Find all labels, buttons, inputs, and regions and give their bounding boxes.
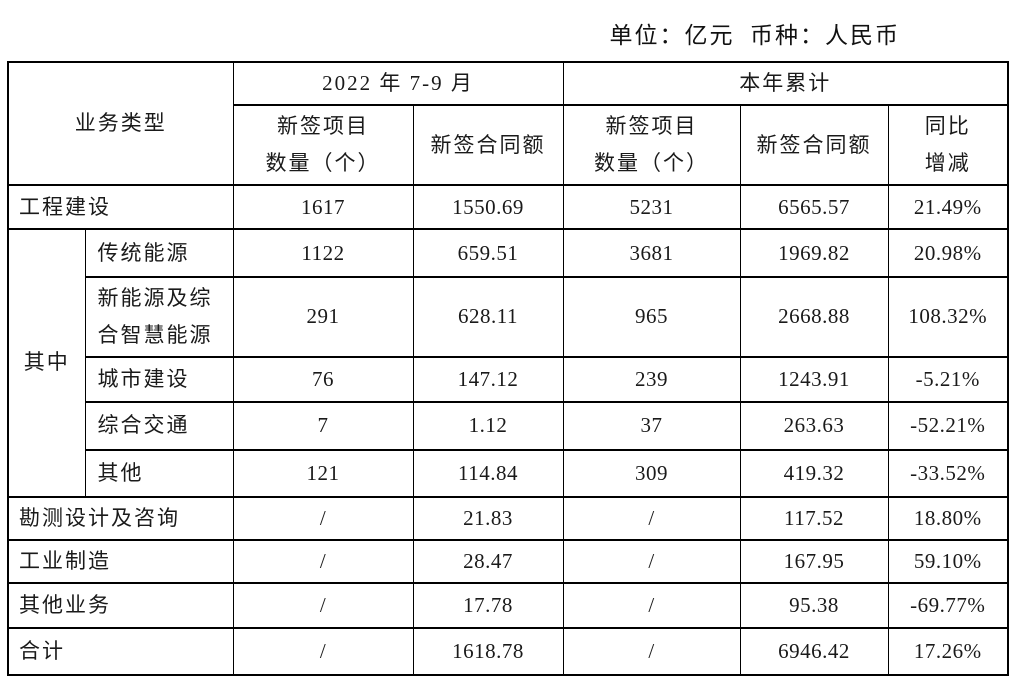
table-row-industrial-manufacturing: 工业制造 / 28.47 / 167.95 59.10% — [7, 538, 1009, 584]
yoy-cell: -52.21% — [887, 400, 1009, 451]
ytd-count-cell: 3681 — [562, 228, 741, 278]
q3-count-cell: 1617 — [232, 184, 414, 230]
group-label-qizhong: 其中 — [7, 228, 86, 498]
row-label: 其他 — [84, 448, 234, 498]
q3-amount-cell: 1550.69 — [412, 184, 564, 230]
ytd-amount-cell: 2668.88 — [739, 276, 889, 358]
q3-amount-cell: 1.12 — [412, 400, 564, 451]
table-row-new-energy: 新能源及综合智慧能源 291 628.11 965 2668.88 108.32… — [8, 276, 1009, 358]
row-label-total: 合计 — [7, 626, 234, 676]
ytd-amount-cell: 6565.57 — [739, 184, 889, 230]
table-row-urban-construction: 城市建设 76 147.12 239 1243.91 -5.21% — [8, 355, 1009, 403]
new-contracts-table: 业务类型 2022 年 7-9 月 本年累计 新签项目 数量（个） 新签合同额 … — [7, 61, 1010, 676]
ytd-amount-cell: 167.95 — [739, 538, 889, 584]
q3-count-cell: / — [232, 581, 414, 629]
row-label: 综合交通 — [84, 400, 234, 451]
q3-amount-cell: 21.83 — [412, 495, 564, 541]
header-yoy-change: 同比 增减 — [887, 104, 1009, 186]
ytd-count-cell: 309 — [562, 448, 741, 498]
yoy-cell: 18.80% — [887, 495, 1009, 541]
ytd-count-cell: / — [562, 626, 741, 676]
row-label: 勘测设计及咨询 — [7, 495, 234, 541]
ytd-count-cell: / — [562, 495, 741, 541]
q3-count-cell: 121 — [232, 448, 414, 498]
yoy-cell: 20.98% — [887, 228, 1009, 278]
header-period-q3: 2022 年 7-9 月 — [232, 61, 564, 106]
q3-count-cell: 1122 — [232, 228, 414, 278]
yoy-cell: -5.21% — [887, 355, 1009, 403]
ytd-count-cell: 239 — [562, 355, 741, 403]
header-q3-project-count: 新签项目 数量（个） — [232, 104, 414, 186]
yoy-cell: 17.26% — [887, 626, 1009, 676]
header-row-metrics: 新签项目 数量（个） 新签合同额 新签项目 数量（个） 新签合同额 同比 增减 — [8, 104, 1009, 186]
row-label: 传统能源 — [84, 228, 234, 278]
table-row-survey-design: 勘测设计及咨询 / 21.83 / 117.52 18.80% — [7, 495, 1009, 541]
q3-amount-cell: 659.51 — [412, 228, 564, 278]
ytd-count-cell: 37 — [562, 400, 741, 451]
row-label: 新能源及综合智慧能源 — [84, 276, 234, 358]
unit-currency-caption: 单位：亿元 币种：人民币 — [609, 23, 900, 48]
q3-amount-cell: 1618.78 — [412, 626, 564, 676]
yoy-cell: 108.32% — [887, 276, 1009, 358]
header-period-ytd: 本年累计 — [562, 61, 1009, 106]
q3-amount-cell: 28.47 — [412, 538, 564, 584]
yoy-cell: 59.10% — [887, 538, 1009, 584]
ytd-amount-cell: 419.32 — [739, 448, 889, 498]
q3-count-cell: / — [232, 626, 414, 676]
ytd-amount-cell: 117.52 — [739, 495, 889, 541]
q3-count-cell: 76 — [232, 355, 414, 403]
row-label: 城市建设 — [84, 355, 234, 403]
table-row-engineering: 工程建设 1617 1550.69 5231 6565.57 21.49% — [7, 184, 1009, 230]
yoy-cell: -69.77% — [887, 581, 1009, 629]
table-row-other-business: 其他业务 / 17.78 / 95.38 -69.77% — [7, 581, 1009, 629]
yoy-cell: 21.49% — [887, 184, 1009, 230]
ytd-amount-cell: 6946.42 — [739, 626, 889, 676]
row-label: 工程建设 — [7, 184, 234, 230]
ytd-amount-cell: 1243.91 — [739, 355, 889, 403]
ytd-count-cell: / — [562, 538, 741, 584]
ytd-amount-cell: 95.38 — [739, 581, 889, 629]
table-row-total: 合计 / 1618.78 / 6946.42 17.26% — [7, 626, 1009, 676]
table-row-integrated-transport: 综合交通 7 1.12 37 263.63 -52.21% — [8, 400, 1009, 451]
q3-amount-cell: 17.78 — [412, 581, 564, 629]
row-label: 工业制造 — [7, 538, 234, 584]
q3-count-cell: / — [232, 538, 414, 584]
q3-amount-cell: 147.12 — [412, 355, 564, 403]
q3-count-cell: 291 — [232, 276, 414, 358]
header-row-periods: 业务类型 2022 年 7-9 月 本年累计 — [7, 61, 1009, 186]
q3-count-cell: 7 — [232, 400, 414, 451]
q3-count-cell: / — [232, 495, 414, 541]
yoy-cell: -33.52% — [887, 448, 1009, 498]
ytd-amount-cell: 263.63 — [739, 400, 889, 451]
header-q3-contract-amount: 新签合同额 — [412, 104, 564, 186]
q3-amount-cell: 114.84 — [412, 448, 564, 498]
header-ytd-contract-amount: 新签合同额 — [739, 104, 889, 186]
q3-amount-cell: 628.11 — [412, 276, 564, 358]
ytd-amount-cell: 1969.82 — [739, 228, 889, 278]
table-row-other-sub: 其他 121 114.84 309 419.32 -33.52% — [8, 448, 1009, 498]
table-row-traditional-energy: 其中 传统能源 1122 659.51 3681 1969.82 20.98% — [7, 228, 1009, 498]
header-ytd-project-count: 新签项目 数量（个） — [562, 104, 741, 186]
ytd-count-cell: / — [562, 581, 741, 629]
row-label: 其他业务 — [7, 581, 234, 629]
header-business-type: 业务类型 — [7, 61, 234, 186]
ytd-count-cell: 965 — [562, 276, 741, 358]
ytd-count-cell: 5231 — [562, 184, 741, 230]
